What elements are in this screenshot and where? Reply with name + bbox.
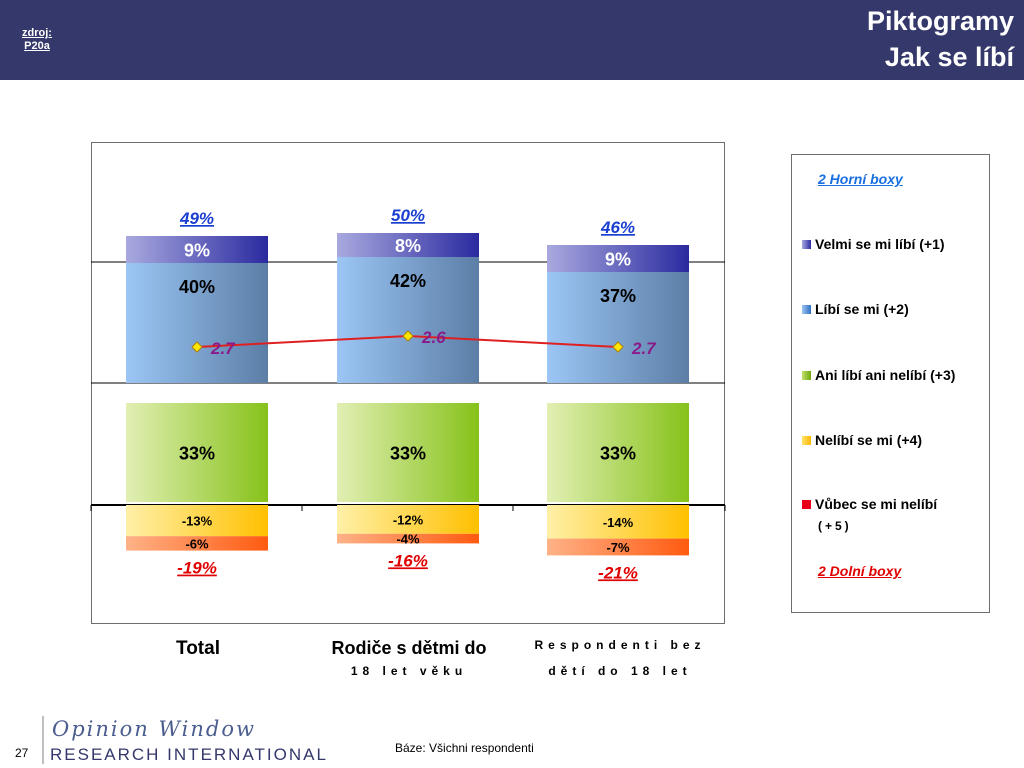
page-title-line2: Jak se líbí [884, 42, 1014, 72]
mean-label-0: 2.7 [210, 339, 236, 358]
category-label-childless: Respondenti bez [534, 638, 706, 652]
bar-hate-2 [547, 538, 689, 556]
legend-label-dislike: Nelíbí se mi (+4) [815, 432, 922, 448]
bars [126, 233, 689, 556]
logo-opinion-window: Opinion Window [52, 717, 256, 741]
data-labels: 9% 40% 33% -13% -6% 49% -19% 8% 42% 33% -12% -4% 50%… [177, 206, 657, 582]
bar-like-2 [547, 272, 689, 383]
legend: 2 Horní boxy Velmi se mi líbí (+1) Líbí … [791, 154, 990, 613]
legend-swatch-very-like [802, 240, 811, 249]
bar-very-like-1 [337, 233, 479, 257]
label-dislike-2: -14% [603, 515, 634, 530]
label-very-like-2: 9% [605, 250, 631, 270]
label-like-0: 40% [179, 277, 215, 297]
legend-item-dislike: Nelíbí se mi (+4) [802, 432, 922, 448]
base-note: Báze: Všichni respondenti [395, 741, 534, 755]
source-label: zdroj: [22, 27, 52, 39]
bar-dislike-2 [547, 505, 689, 539]
mean-line [191, 330, 624, 353]
bottom-box-total-1: -16% [388, 551, 428, 570]
legend-swatch-like [802, 305, 811, 314]
legend-item-neutral: Ani líbí ani nelíbí (+3) [802, 367, 955, 383]
legend-label-very-like: Velmi se mi líbí (+1) [815, 236, 945, 252]
bottom-box-total-0: -19% [177, 559, 217, 578]
legend-item-like: Líbí se mi (+2) [802, 301, 909, 317]
label-dislike-1: -12% [393, 512, 424, 527]
label-neutral-1: 33% [390, 444, 426, 464]
category-label-childless-line2: dětí do 18 let [548, 664, 692, 678]
label-hate-0: -6% [185, 536, 209, 551]
label-very-like-0: 9% [184, 241, 210, 261]
legend-swatch-dislike [802, 436, 811, 445]
label-like-2: 37% [600, 286, 636, 306]
label-dislike-0: -13% [182, 514, 213, 529]
bottom-box-total-2: -21% [598, 563, 638, 582]
bar-very-like-2 [547, 245, 689, 272]
legend-label-neutral: Ani líbí ani nelíbí (+3) [815, 367, 956, 383]
page-title: Piktogramy Jak se líbí [867, 3, 1014, 75]
label-very-like-1: 8% [395, 236, 421, 256]
legend-item-very-like: Velmi se mi líbí (+1) [802, 236, 945, 252]
legend-label-hate: Vůbec se mi nelíbí [815, 496, 938, 512]
legend-top-boxes-heading: 2 Horní boxy [818, 171, 903, 187]
mean-marker-0 [191, 341, 203, 353]
legend-label-like: Líbí se mi (+2) [815, 301, 909, 317]
bar-like-1 [337, 257, 479, 383]
mean-label-2: 2.7 [631, 339, 657, 358]
header-bar: zdroj: P20a Piktogramy Jak se líbí [0, 0, 1024, 80]
legend-swatch-neutral [802, 371, 811, 380]
category-label-parents: Rodiče s dětmi do [331, 638, 487, 658]
page-title-line1: Piktogramy [866, 6, 1014, 36]
bar-hate-0 [126, 536, 268, 551]
legend-item-hate-code: (+5) [818, 519, 852, 533]
label-neutral-0: 33% [179, 444, 215, 464]
mean-marker-1 [402, 330, 414, 342]
logo-divider [42, 716, 44, 764]
mean-marker-2 [612, 341, 624, 353]
legend-bottom-boxes-heading: 2 Dolní boxy [818, 563, 902, 579]
bar-neutral-0 [126, 403, 268, 502]
bar-dislike-0 [126, 505, 268, 537]
top-box-total-1: 50% [391, 206, 425, 225]
source-reference: zdroj: P20a [14, 27, 60, 53]
category-label-total: Total [176, 638, 220, 659]
bar-hate-1 [337, 533, 479, 544]
label-hate-2: -7% [606, 540, 630, 555]
bar-very-like-0 [126, 236, 268, 263]
legend-swatch-hate [802, 500, 811, 509]
mean-label-1: 2.6 [421, 328, 446, 347]
legend-item-hate: Vůbec se mi nelíbí [802, 496, 937, 512]
source-code: P20a [24, 40, 50, 52]
logo-research-international: RESEARCH INTERNATIONAL [50, 745, 328, 764]
page-number: 27 [15, 746, 29, 760]
bar-neutral-1 [337, 403, 479, 502]
category-label-parents-line2: 18 let věku [350, 664, 468, 678]
top-box-total-2: 46% [600, 218, 635, 237]
label-hate-1: -4% [396, 532, 420, 547]
label-neutral-2: 33% [600, 444, 636, 464]
bar-dislike-1 [337, 505, 479, 534]
bar-like-0 [126, 263, 268, 383]
top-box-total-0: 49% [179, 209, 214, 228]
bar-neutral-2 [547, 403, 689, 502]
label-like-1: 42% [390, 271, 426, 291]
